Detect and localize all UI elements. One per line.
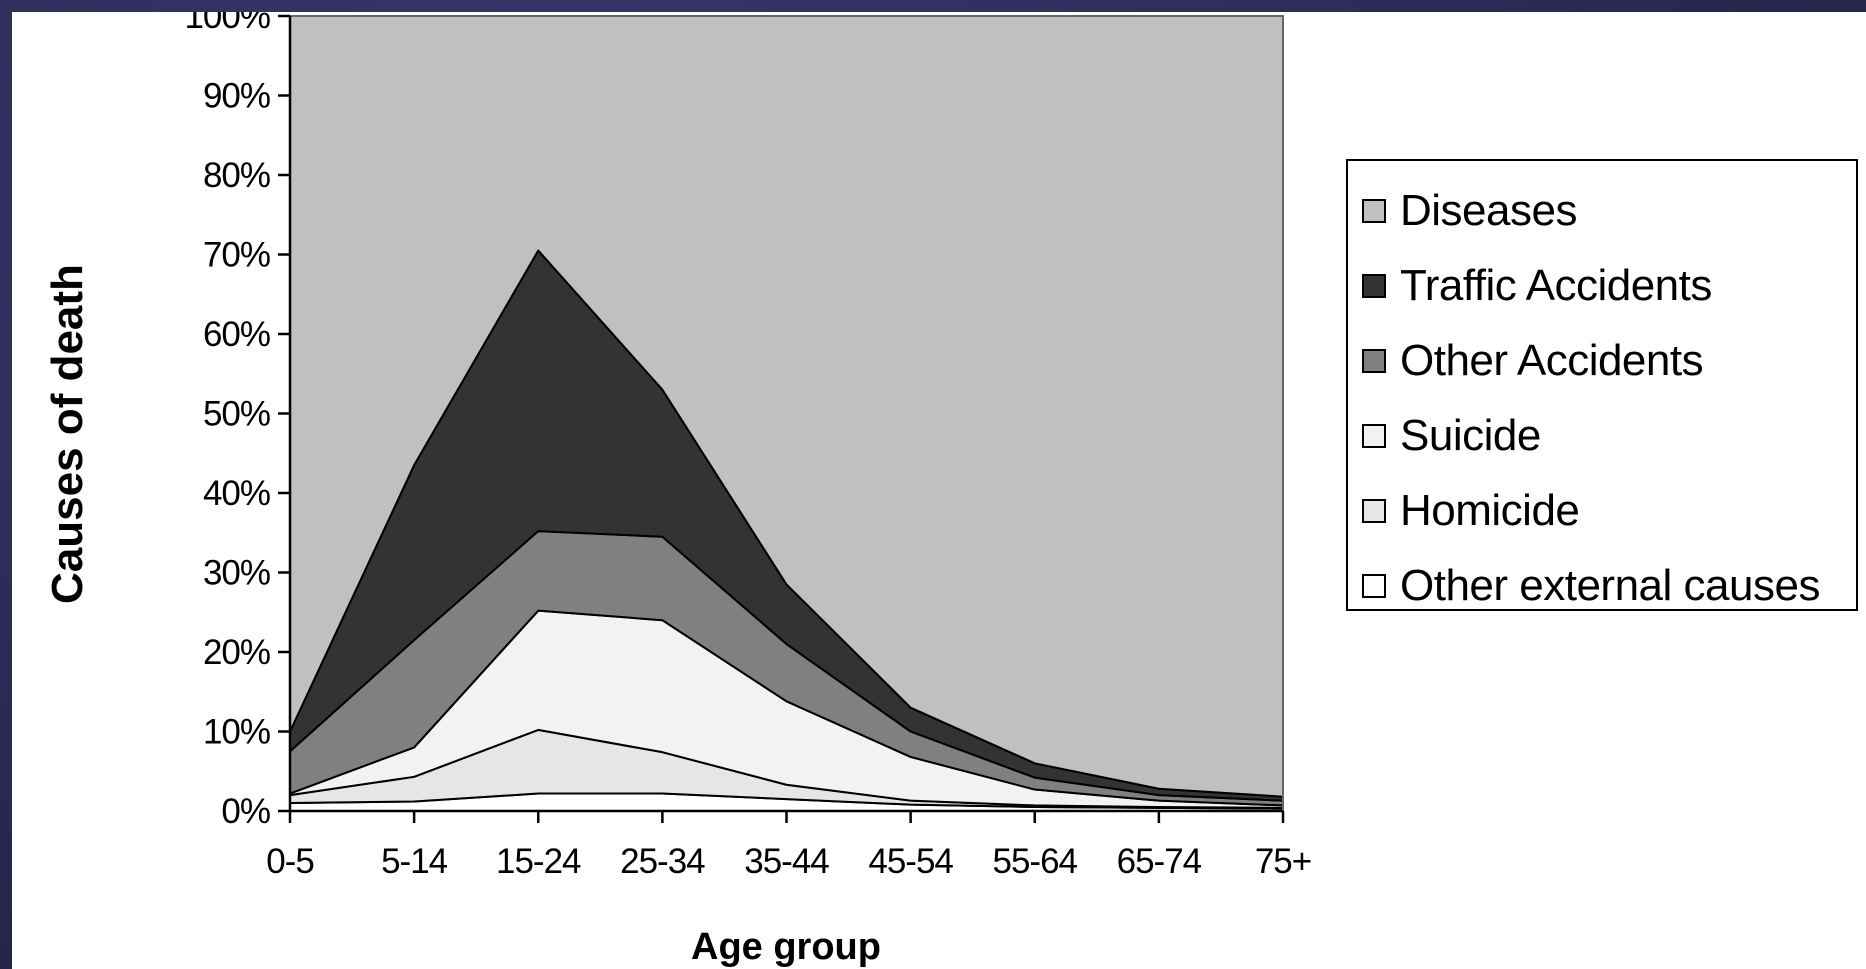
x-tick-labels: 0-5 5-14 15-24 25-34 35-44 45-54 55-64 65-74 75+ xyxy=(266,842,1312,881)
legend-swatch xyxy=(1362,499,1386,523)
legend-label: Diseases xyxy=(1400,186,1577,235)
legend-swatch xyxy=(1362,574,1386,598)
legend-label: Suicide xyxy=(1400,411,1541,460)
x-tick-label: 25-34 xyxy=(620,842,705,881)
legend-item-diseases: Diseases xyxy=(1362,181,1577,241)
legend-item-suicide: Suicide xyxy=(1362,406,1541,466)
legend-item-other-accidents: Other Accidents xyxy=(1362,331,1704,391)
y-tick-label: 0% xyxy=(221,792,270,831)
x-tick-label: 5-14 xyxy=(381,842,448,881)
legend-swatch xyxy=(1362,349,1386,373)
chart-areas xyxy=(289,15,1284,812)
legend-label: Other external causes xyxy=(1400,561,1820,610)
x-axis-title: Age group xyxy=(691,926,881,968)
legend-label: Homicide xyxy=(1400,486,1580,535)
y-tick-label: 80% xyxy=(203,156,270,195)
y-tick-label: 30% xyxy=(203,554,270,593)
x-tick-label: 35-44 xyxy=(744,842,829,881)
legend-item-homicide: Homicide xyxy=(1362,481,1580,541)
chart-legend: Diseases Traffic Accidents Other Accidents… xyxy=(1346,159,1858,611)
chart-axes xyxy=(278,14,1285,823)
y-tick-label: 20% xyxy=(203,633,270,672)
y-axis-title: Causes of death xyxy=(43,264,92,604)
y-tick-label: 50% xyxy=(203,395,270,434)
y-tick-label: 60% xyxy=(203,315,270,354)
y-tick-labels: 0% 10% 20% 30% 40% 50% 60% 70% 80% 90% 100% xyxy=(184,12,271,831)
legend-swatch xyxy=(1362,424,1386,448)
chart-panel: 0% 10% 20% 30% 40% 50% 60% 70% 80% 90% 100% 0-5 5-1… xyxy=(12,12,1866,969)
legend-label: Traffic Accidents xyxy=(1400,261,1712,310)
x-tick-label: 55-64 xyxy=(992,842,1077,881)
legend-item-traffic-accidents: Traffic Accidents xyxy=(1362,256,1712,316)
y-tick-label: 70% xyxy=(203,236,270,275)
x-tick-label: 65-74 xyxy=(1117,842,1202,881)
legend-swatch xyxy=(1362,199,1386,223)
x-tick-label: 45-54 xyxy=(868,842,953,881)
stacked-area-chart: 0% 10% 20% 30% 40% 50% 60% 70% 80% 90% 100% 0-5 5-1… xyxy=(43,12,1312,968)
legend-item-other-external-causes: Other external causes xyxy=(1362,556,1820,616)
y-tick-label: 10% xyxy=(203,713,270,752)
legend-label: Other Accidents xyxy=(1400,336,1704,385)
y-tick-label: 90% xyxy=(203,77,270,116)
y-tick-label: 100% xyxy=(184,12,270,36)
x-tick-label: 15-24 xyxy=(496,842,581,881)
y-tick-label: 40% xyxy=(203,474,270,513)
x-tick-label: 0-5 xyxy=(266,842,314,881)
x-tick-label: 75+ xyxy=(1255,842,1311,881)
legend-swatch xyxy=(1362,274,1386,298)
